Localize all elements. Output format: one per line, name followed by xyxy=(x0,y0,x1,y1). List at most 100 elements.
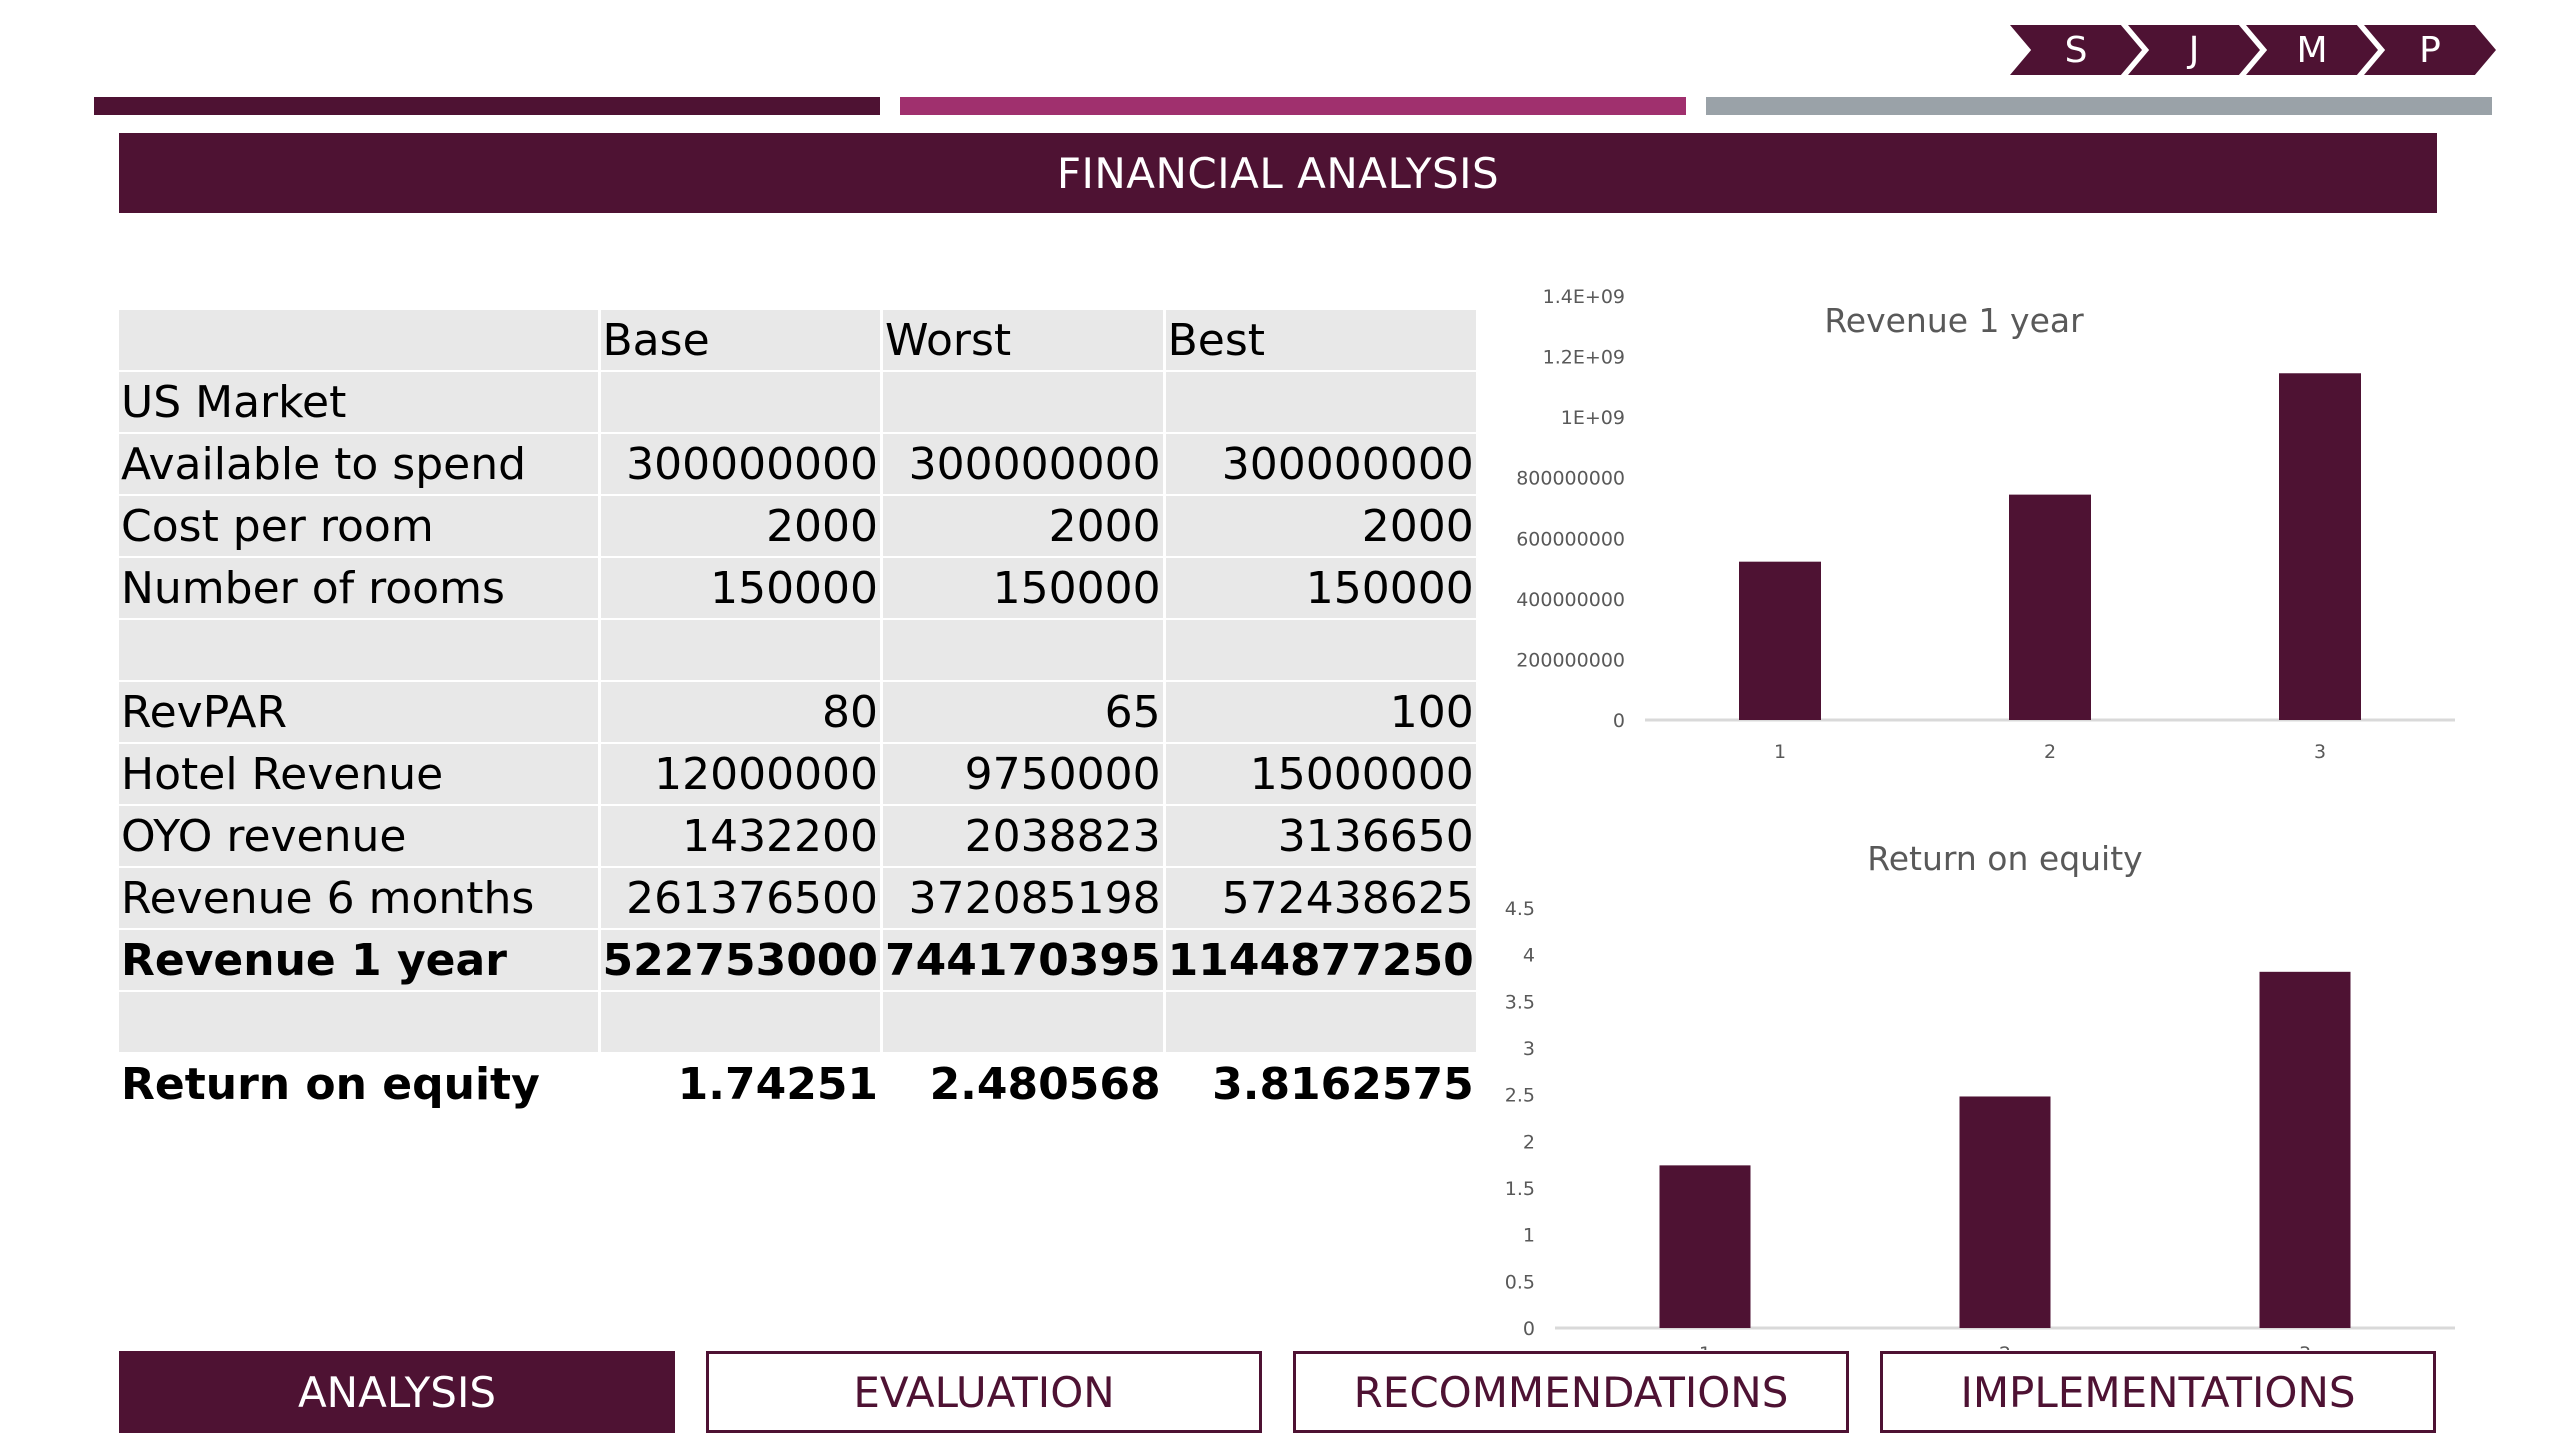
row-value: 1432200 xyxy=(599,805,884,868)
chart-title: Revenue 1 year xyxy=(1824,301,2084,340)
roe-chart-svg: Return on equity 0 0.5 1 1.5 2 2.5 3 3.5 4 4.5 1 2 3 xyxy=(1505,839,2455,1350)
row-value: 3.8162575 xyxy=(1164,1053,1479,1116)
nav-step-label: S xyxy=(2064,29,2088,71)
table-row: Return on equity 1.74251 2.480568 3.8162575 xyxy=(119,1053,1479,1116)
row-value: 150000 xyxy=(1164,557,1479,620)
table-row xyxy=(119,619,1479,682)
x-tick-label: 3 xyxy=(2299,1343,2311,1350)
x-tick-label: 1 xyxy=(1699,1343,1711,1350)
tab-recommendations[interactable]: RECOMMENDATIONS xyxy=(1293,1351,1849,1433)
row-value: 2000 xyxy=(1164,495,1479,558)
tab-implementations[interactable]: IMPLEMENTATIONS xyxy=(1880,1351,2436,1433)
row-value: 100 xyxy=(1164,681,1479,744)
x-tick-label: 2 xyxy=(1999,1343,2011,1350)
row-value: 12000000 xyxy=(599,743,884,806)
row-value: 522753000 xyxy=(599,929,884,992)
table-header-cell: Best xyxy=(1164,310,1479,372)
row-value: 744170395 xyxy=(881,929,1166,992)
row-value: 2000 xyxy=(599,495,884,558)
row-value: 9750000 xyxy=(881,743,1166,806)
row-label: Revenue 6 months xyxy=(119,867,601,930)
tab-label: RECOMMENDATIONS xyxy=(1353,1367,1789,1417)
row-label: Available to spend xyxy=(119,433,601,496)
y-tick-label: 3.5 xyxy=(1505,991,1535,1013)
x-tick-label: 1 xyxy=(1774,741,1786,763)
y-tick-label: 400000000 xyxy=(1516,589,1625,611)
row-label: OYO revenue xyxy=(119,805,601,868)
row-value: 65 xyxy=(881,681,1166,744)
row-value: 3136650 xyxy=(1164,805,1479,868)
row-label: Number of rooms xyxy=(119,557,601,620)
row-value xyxy=(881,371,1166,434)
financial-table: Base Worst Best US Market Available to sp… xyxy=(119,310,1479,1116)
table-row: Hotel Revenue 12000000 9750000 15000000 xyxy=(119,743,1479,806)
revenue-chart: Revenue 1 year 0 200000000 400000000 6000000… xyxy=(1470,270,2460,780)
bar xyxy=(1739,561,1821,720)
tab-evaluation[interactable]: EVALUATION xyxy=(706,1351,1262,1433)
row-value: 2.480568 xyxy=(881,1053,1166,1116)
bar xyxy=(2009,494,2091,720)
table-row: RevPAR 80 65 100 xyxy=(119,681,1479,744)
table-row: US Market xyxy=(119,371,1479,434)
nav-step-label: J xyxy=(2188,29,2200,71)
row-value: 1144877250 xyxy=(1164,929,1479,992)
y-tick-label: 1.2E+09 xyxy=(1543,347,1625,369)
y-tick-label: 0.5 xyxy=(1505,1271,1535,1293)
table-row: Number of rooms 150000 150000 150000 xyxy=(119,557,1479,620)
row-label: Cost per room xyxy=(119,495,601,558)
x-tick-label: 3 xyxy=(2314,741,2326,763)
bar xyxy=(1959,1096,2051,1328)
y-tick-label: 4 xyxy=(1523,945,1535,967)
row-value xyxy=(599,619,884,682)
y-tick-label: 2.5 xyxy=(1505,1085,1535,1107)
row-value: 300000000 xyxy=(881,433,1166,496)
row-value: 261376500 xyxy=(599,867,884,930)
table-header-cell: Worst xyxy=(881,310,1166,372)
y-tick-label: 600000000 xyxy=(1516,528,1625,550)
divider-bar-secondary xyxy=(900,97,1686,115)
y-tick-label: 0 xyxy=(1613,710,1625,732)
page-title: FINANCIAL ANALYSIS xyxy=(1056,148,1500,198)
row-value: 15000000 xyxy=(1164,743,1479,806)
y-tick-label: 200000000 xyxy=(1516,649,1625,671)
row-label: US Market xyxy=(119,371,601,434)
row-label: Revenue 1 year xyxy=(119,929,601,992)
tab-analysis[interactable]: ANALYSIS xyxy=(119,1351,675,1433)
row-label xyxy=(119,991,601,1054)
row-label: RevPAR xyxy=(119,681,601,744)
row-value: 150000 xyxy=(599,557,884,620)
table-row: Revenue 6 months 261376500 372085198 572438… xyxy=(119,867,1479,930)
table-header-row: Base Worst Best xyxy=(119,310,1479,372)
nav-step-j[interactable]: J xyxy=(2128,25,2260,75)
row-label: Return on equity xyxy=(119,1053,601,1116)
bar xyxy=(2279,373,2361,720)
nav-step-p[interactable]: P xyxy=(2364,25,2496,75)
nav-step-s[interactable]: S xyxy=(2010,25,2142,75)
x-tick-label: 2 xyxy=(2044,741,2056,763)
table-row: OYO revenue 1432200 2038823 3136650 xyxy=(119,805,1479,868)
y-tick-label: 2 xyxy=(1523,1131,1535,1153)
y-tick-label: 1E+09 xyxy=(1561,407,1625,429)
table-row: Revenue 1 year 522753000 744170395 11448772… xyxy=(119,929,1479,992)
table-header-cell xyxy=(119,310,601,372)
row-value: 2038823 xyxy=(881,805,1166,868)
nav-step-m[interactable]: M xyxy=(2246,25,2378,75)
row-value xyxy=(599,991,884,1054)
row-value xyxy=(881,991,1166,1054)
y-tick-label: 4.5 xyxy=(1505,898,1535,920)
divider-bar-primary xyxy=(94,97,880,115)
y-tick-label: 1.4E+09 xyxy=(1543,286,1625,308)
row-value: 300000000 xyxy=(599,433,884,496)
row-label xyxy=(119,619,601,682)
tab-label: EVALUATION xyxy=(853,1367,1115,1417)
row-value: 572438625 xyxy=(1164,867,1479,930)
table-row: Cost per room 2000 2000 2000 xyxy=(119,495,1479,558)
nav-step-label: M xyxy=(2296,29,2328,71)
row-value: 80 xyxy=(599,681,884,744)
bar xyxy=(1659,1165,1751,1328)
tab-label: ANALYSIS xyxy=(297,1367,497,1417)
row-value: 1.74251 xyxy=(599,1053,884,1116)
roe-chart: Return on equity 0 0.5 1 1.5 2 2.5 3 3.5 4 4.5 1 2 3 xyxy=(1470,820,2460,1350)
row-value xyxy=(599,371,884,434)
row-value xyxy=(1164,371,1479,434)
